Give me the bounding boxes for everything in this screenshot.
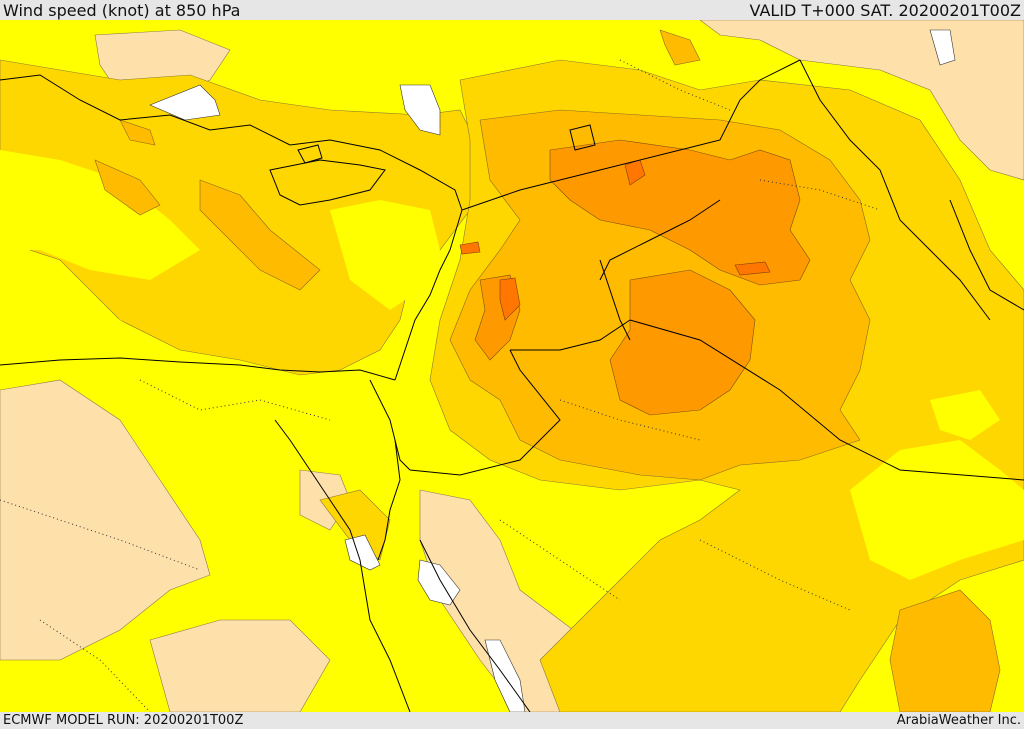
border-iraq-saudi	[629, 319, 1024, 481]
lake-van	[569, 124, 596, 151]
wind-speed-map	[0, 20, 1024, 712]
calm-zone-egypt-south	[149, 619, 331, 712]
coastline-gulf-aqaba	[377, 439, 401, 561]
light-patch-gulf	[930, 390, 1000, 440]
model-run: ECMWF MODEL RUN: 20200201T00Z	[3, 713, 244, 728]
light-patch-lebanon	[330, 200, 440, 310]
admin-line-5	[499, 519, 621, 601]
lake-tuz	[297, 144, 323, 164]
coastline-turkey-south	[0, 74, 463, 211]
map-title: Wind speed (knot) at 850 hPa	[3, 0, 241, 20]
white-regions	[149, 29, 956, 712]
footer-bar: ECMWF MODEL RUN: 20200201T00Z ArabiaWeat…	[0, 712, 1024, 729]
very-strong-wind-spots	[459, 159, 771, 321]
white-region-anatolia	[149, 84, 221, 121]
coastline-levant	[394, 209, 463, 381]
very-strong-spot-lebanon	[459, 241, 481, 255]
fresh-patch-saudi-south	[889, 589, 1001, 712]
coastline-red-sea-east	[419, 539, 531, 712]
border-iraq-iran	[799, 59, 991, 321]
border-syria-turkey	[461, 59, 801, 211]
valid-time: VALID T+000 SAT. 20200201T00Z	[749, 0, 1021, 20]
border-saudi-jordan-south	[409, 349, 561, 476]
credit: ArabiaWeather Inc.	[896, 713, 1021, 728]
white-region-turkey-se	[399, 84, 441, 136]
white-region-red-sea-mid	[417, 559, 461, 606]
coastline-cyprus	[269, 159, 386, 206]
very-strong-spot-jordan	[499, 277, 521, 321]
border-egypt-israel	[369, 379, 411, 471]
strong-wind-zones	[474, 139, 811, 416]
white-region-red-sea-north	[344, 534, 381, 571]
coastline-egypt-north	[0, 357, 396, 381]
border-jordan-saudi	[510, 319, 631, 351]
very-strong-spot-iraq	[734, 261, 771, 276]
fresh-patch-turkey-2	[199, 179, 321, 291]
light-patch-cyprus-north	[0, 150, 200, 280]
coastline-red-sea-west	[359, 559, 411, 712]
header-bar: Wind speed (knot) at 850 hPa VALID T+000…	[0, 0, 1024, 20]
admin-line-1	[139, 379, 331, 421]
light-patch-iraq-south	[850, 440, 1024, 580]
coastlines-and-borders	[0, 59, 1024, 712]
light-patch-west	[0, 260, 240, 390]
light-wind-patches	[0, 150, 1024, 580]
strong-zone-iraq	[609, 269, 756, 416]
white-region-red-sea-south	[484, 639, 526, 712]
admin-line-4	[699, 539, 851, 611]
coastline-sinai-gulf-suez	[274, 419, 361, 561]
border-jordan-iraq	[599, 259, 631, 341]
calm-zone-egypt-west	[0, 379, 211, 661]
admin-line-6	[759, 179, 881, 211]
gulf-coast	[949, 199, 1024, 311]
border-syria-iraq	[599, 199, 721, 281]
white-region-caspian-edge	[929, 29, 956, 66]
fresh-patch-turkey-3	[119, 119, 156, 146]
fresh-patch-small	[659, 29, 701, 66]
dotted-admin-lines	[0, 59, 881, 712]
fresh-patch-turkey-1	[94, 159, 161, 216]
strong-zone-syria	[549, 139, 811, 286]
admin-line-8	[39, 619, 151, 712]
